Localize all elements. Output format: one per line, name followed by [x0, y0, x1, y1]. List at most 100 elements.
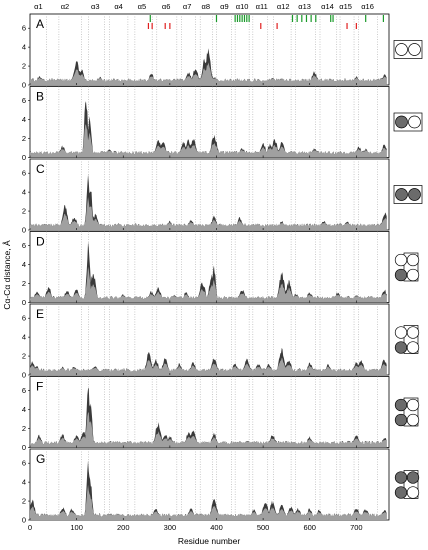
subunit-icon: [394, 470, 420, 499]
panel-letter: C: [36, 162, 45, 176]
y-tick-label: 4: [22, 405, 26, 414]
contact-marker-green: [246, 15, 248, 22]
contact-marker-red: [276, 23, 278, 29]
panel-e: 0 2 4 6 E: [22, 303, 420, 380]
panel-letter: A: [36, 17, 44, 31]
subunit-circle: [406, 253, 420, 267]
helix-label: α4: [114, 2, 123, 11]
panel-letter: E: [36, 307, 44, 321]
distance-profile-gray: [30, 412, 387, 448]
helix-label: α13: [298, 2, 311, 11]
helix-label: α1: [34, 2, 43, 11]
subunit-circle: [394, 326, 408, 339]
distance-profile-gray: [30, 357, 387, 375]
subunit-circle: [406, 486, 420, 499]
helix-label: α12: [277, 2, 290, 11]
subunit-circle: [406, 413, 420, 427]
y-tick-label: 4: [22, 260, 26, 269]
contact-marker-green: [296, 15, 298, 22]
helix-label: α7: [183, 2, 192, 11]
contact-marker-red: [169, 23, 171, 29]
panel-letter: F: [36, 380, 43, 394]
y-tick-label: 0: [22, 153, 26, 162]
subunit-circle: [406, 341, 420, 354]
subunit-icon: [394, 252, 420, 282]
distance-profile-gray: [30, 197, 387, 230]
contact-marker-green: [239, 15, 241, 22]
helix-label: α15: [339, 2, 352, 11]
subunit-circle: [394, 486, 408, 499]
y-tick-label: 0: [22, 226, 26, 235]
helix-label: α2: [61, 2, 70, 11]
contact-marker-red: [355, 23, 357, 29]
y-tick-label: 0: [22, 371, 26, 380]
x-tick-label: 400: [210, 523, 223, 532]
y-tick-label: 2: [22, 207, 26, 216]
helix-label: α16: [361, 2, 374, 11]
panel-frame: [29, 303, 390, 376]
helix-label: α8: [202, 2, 211, 11]
x-axis-title: Residue number: [178, 536, 241, 546]
contact-marker-green: [315, 15, 317, 22]
y-tick-label: 2: [22, 424, 26, 433]
subunit-box: [403, 470, 419, 499]
subunit-circle: [395, 188, 408, 201]
x-tick-label: 300: [164, 523, 177, 532]
subunit-circle: [394, 471, 408, 484]
y-tick-label: 2: [22, 279, 26, 288]
contact-marker-green: [330, 15, 332, 22]
subunit-circle: [406, 471, 420, 484]
y-tick-label: 6: [22, 459, 26, 468]
subunit-icon: [394, 397, 420, 427]
panel-letter: B: [36, 90, 44, 104]
subunit-icon: [394, 325, 420, 354]
panel-c: 0 2 4 6 C: [22, 158, 423, 235]
y-axis-title: Cα-Cα distance, Å: [2, 240, 12, 310]
contact-marker-green: [236, 15, 239, 22]
helix-label: α11: [256, 2, 268, 11]
helix-label: α3: [91, 2, 100, 11]
panel-d: 0 2 4 6 D: [22, 231, 420, 307]
contact-marker-green: [305, 15, 308, 22]
x-tick-label: 700: [350, 523, 363, 532]
subunit-box: [403, 397, 419, 427]
y-tick-label: 0: [22, 443, 26, 452]
contact-marker-green: [243, 15, 246, 22]
contact-marker-green: [248, 15, 250, 22]
y-tick-label: 6: [22, 169, 26, 178]
contact-marker-green: [215, 15, 218, 22]
contact-marker-green: [382, 15, 385, 22]
contact-marker-green: [234, 15, 236, 22]
y-tick-label: 6: [22, 96, 26, 105]
distance-profile-gray: [30, 62, 387, 85]
helix-label: α14: [321, 2, 334, 11]
subunit-circle: [408, 115, 421, 129]
y-tick-label: 6: [22, 386, 26, 395]
contact-marker-red: [147, 23, 150, 29]
contact-marker-green: [310, 15, 312, 22]
subunit-circle: [394, 413, 408, 427]
helix-label: α9: [220, 2, 229, 11]
subunit-circle: [394, 268, 408, 282]
contact-marker-red: [260, 23, 262, 29]
y-tick-label: 0: [22, 81, 26, 90]
distance-profile-dark: [30, 101, 387, 158]
y-tick-label: 6: [22, 241, 26, 250]
subunit-circle: [408, 43, 421, 56]
contact-marker-red: [346, 23, 348, 29]
panel-letter: G: [36, 452, 45, 466]
subunit-circle: [406, 326, 420, 339]
contact-marker-red: [151, 23, 153, 29]
subunit-icon: [393, 40, 423, 59]
subunit-icon: [393, 112, 423, 132]
y-tick-label: 2: [22, 352, 26, 361]
panel-b: 0 2 4 6 B: [22, 86, 423, 162]
contact-marker-green: [332, 15, 334, 22]
y-tick-label: 4: [22, 115, 26, 124]
panel-a: 0 2 4 6 A: [22, 13, 423, 90]
helix-label: α6: [162, 2, 171, 11]
subunit-box: [403, 252, 419, 282]
contact-marker-green: [301, 15, 303, 22]
y-tick-label: 2: [22, 62, 26, 71]
